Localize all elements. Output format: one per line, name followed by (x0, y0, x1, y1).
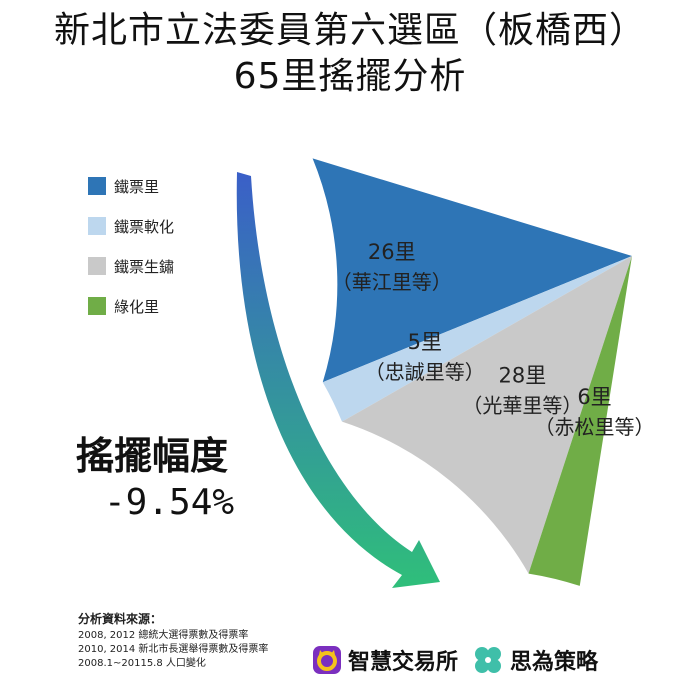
source-title: 分析資料來源： (78, 612, 163, 626)
legend-swatch (88, 257, 106, 275)
brand-smart-exchange: 智慧交易所 (312, 644, 458, 676)
legend-item-rusted: 鐵票生鏽 (88, 256, 174, 276)
data-source: 分析資料來源： 2008, 2012 總統大選得票數及得票率 2010, 201… (78, 612, 268, 671)
legend-label: 綠化里 (114, 297, 160, 316)
slice-value-label: 5里 (408, 330, 442, 354)
pie-slice (528, 256, 632, 586)
pie-slice (312, 158, 632, 383)
source-line: 2010, 2014 新北市長選舉得票數及得票率 (78, 644, 269, 655)
chart-title: 新北市立法委員第六選區（板橋西） 65里搖擺分析 (0, 8, 700, 100)
brand-name: 智慧交易所 (348, 650, 459, 675)
slice-sublabel: （忠誠里等） (365, 360, 485, 384)
legend-swatch (88, 177, 106, 195)
legend-swatch (88, 217, 106, 235)
brand-bar: 智慧交易所 思為策略 (312, 644, 612, 676)
legend: 鐵票里 鐵票軟化 鐵票生鏽 綠化里 (88, 176, 174, 336)
legend-label: 鐵票里 (114, 177, 160, 196)
slice-sublabel: （光華里等） (462, 394, 582, 418)
swing-label: 搖擺幅度 (76, 434, 229, 478)
source-line: 2008, 2012 總統大選得票數及得票率 (78, 630, 249, 641)
slice-value-label: 26里 (368, 240, 416, 264)
slice-sublabel: （華江里等） (332, 270, 452, 294)
smart-exchange-logo-icon (313, 646, 341, 674)
legend-label: 鐵票生鏽 (114, 257, 175, 276)
pie-slices (312, 158, 632, 586)
legend-swatch (88, 297, 106, 315)
legend-item-green: 綠化里 (88, 296, 174, 316)
slice-sublabel: （赤松里等） (535, 415, 655, 439)
pie-slice-labels: 26里 （華江里等） 5里 （忠誠里等） 28里 （光華里等）6里 （赤松里等） (332, 240, 655, 439)
swing-block: 搖擺幅度 -9.54% (76, 432, 276, 526)
swing-value: -9.54% (104, 482, 235, 523)
slice-value-label: 6里 (577, 385, 611, 409)
legend-label: 鐵票軟化 (114, 217, 175, 236)
pie-slice (322, 256, 632, 422)
brand-strategy: 思為策略 (472, 644, 598, 676)
legend-item-iron: 鐵票里 (88, 176, 174, 196)
slice-value-label: 28里 (498, 364, 546, 388)
legend-item-softened: 鐵票軟化 (88, 216, 174, 236)
clover-logo-icon (475, 647, 502, 673)
source-line: 2008.1~20115.8 人口變化 (78, 658, 206, 669)
swing-arrow-icon (236, 172, 440, 588)
title-line-1: 新北市立法委員第六選區（板橋西） (53, 10, 646, 51)
title-line-2: 65里搖擺分析 (233, 56, 467, 97)
brand-name: 思為策略 (510, 650, 599, 675)
pie-slice (341, 256, 632, 574)
